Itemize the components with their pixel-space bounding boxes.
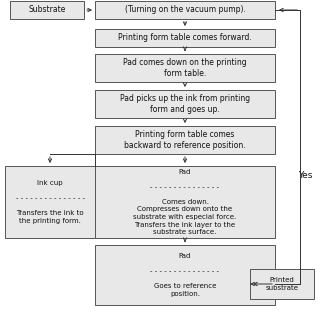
Bar <box>95 1 275 19</box>
Bar <box>95 126 275 154</box>
Bar <box>95 166 275 238</box>
Bar <box>5 166 95 238</box>
Bar <box>10 1 84 19</box>
Text: Printing form table comes
backward to reference position.: Printing form table comes backward to re… <box>124 130 246 150</box>
Text: Yes: Yes <box>298 171 312 180</box>
Text: Substrate: Substrate <box>28 5 66 14</box>
Bar <box>95 245 275 305</box>
Text: Printing form table comes forward.: Printing form table comes forward. <box>118 34 252 43</box>
Text: Pad picks up the ink from printing
form and goes up.: Pad picks up the ink from printing form … <box>120 94 250 114</box>
Bar <box>250 269 314 299</box>
Text: Printed
substrate: Printed substrate <box>266 277 299 291</box>
Text: Pad

- - - - - - - - - - - - - - -

Goes to reference
position.: Pad - - - - - - - - - - - - - - - Goes t… <box>150 253 220 297</box>
Text: Ink cup

- - - - - - - - - - - - - - -

Transfers the ink to
the printing form.: Ink cup - - - - - - - - - - - - - - - Tr… <box>15 180 84 224</box>
Bar <box>95 54 275 82</box>
Text: (Turning on the vacuum pump).: (Turning on the vacuum pump). <box>124 5 245 14</box>
Bar <box>95 90 275 118</box>
Text: Pad

- - - - - - - - - - - - - - -

Comes down.
Compresses down onto the
substra: Pad - - - - - - - - - - - - - - - Comes … <box>133 169 236 235</box>
Text: Pad comes down on the printing
form table.: Pad comes down on the printing form tabl… <box>123 58 247 78</box>
Bar <box>95 29 275 47</box>
